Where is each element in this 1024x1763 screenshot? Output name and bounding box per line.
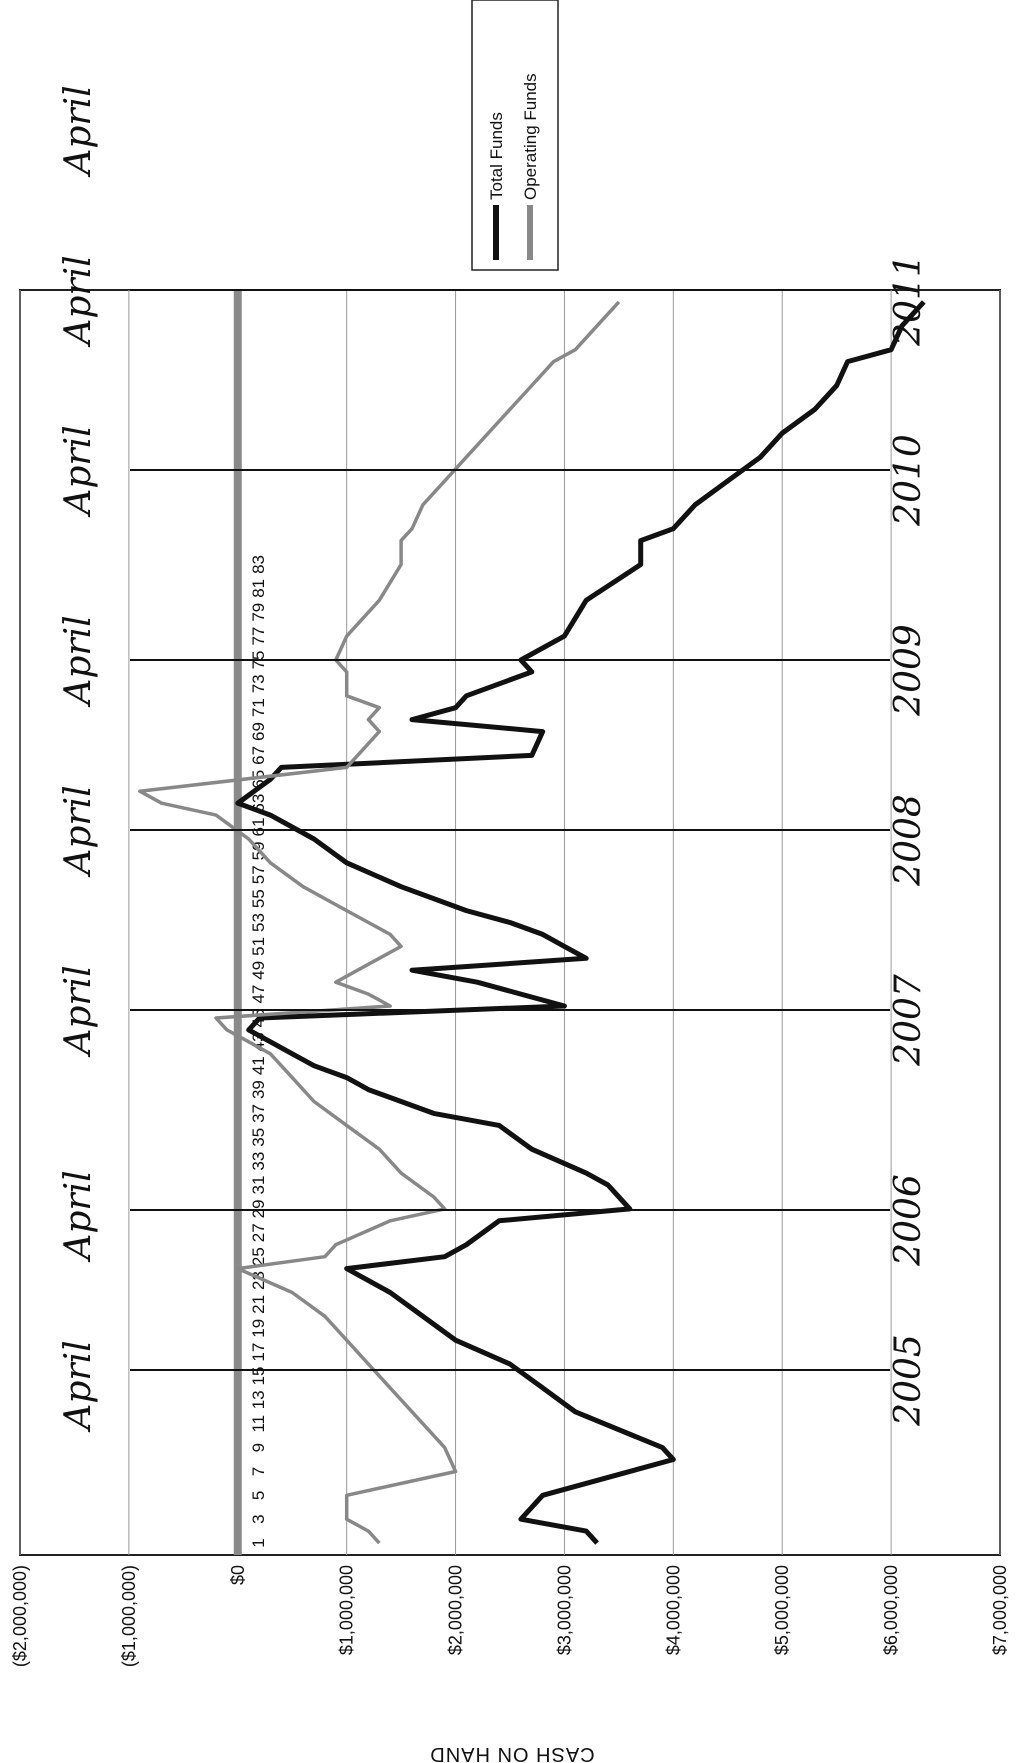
x-tick-label: 3 [249, 1514, 268, 1523]
x-tick-label: 13 [249, 1390, 268, 1409]
handwritten-year: 2011 [888, 254, 929, 347]
handwritten-april: April [58, 615, 99, 707]
x-tick-label: 39 [249, 1080, 268, 1099]
x-axis-ticks: 1357911131517192123252729313335373941434… [249, 555, 268, 1548]
y-tick-label: ($2,000,000) [10, 1565, 30, 1667]
x-tick-label: 21 [249, 1295, 268, 1314]
handwritten-april: April [58, 1340, 99, 1432]
x-tick-label: 53 [249, 913, 268, 932]
legend: Total Funds Operating Funds [471, 0, 559, 271]
x-tick-label: 9 [249, 1443, 268, 1452]
x-tick-label: 73 [249, 674, 268, 693]
y-tick-label: $1,000,000 [337, 1565, 357, 1655]
y-axis-ticks: $7,000,000 $6,000,000 $5,000,000 $4,000,000… [10, 1565, 1010, 1667]
legend-box [471, 0, 559, 271]
y-tick-label: $4,000,000 [663, 1565, 683, 1655]
x-tick-label: 49 [249, 961, 268, 980]
handwritten-year: 2007 [888, 974, 929, 1067]
y-axis-title: CASH ON HAND [429, 1743, 594, 1763]
x-tick-label: 29 [249, 1199, 268, 1218]
handwritten-april: April [58, 425, 99, 517]
handwritten-annotations: 2005 2006 2007 2008 2009 2010 2011 April April Ap… [58, 85, 929, 1432]
handwritten-april: April [58, 85, 99, 177]
x-tick-label: 41 [249, 1056, 268, 1075]
x-tick-label: 55 [249, 889, 268, 908]
handwritten-year: 2009 [888, 624, 929, 717]
x-tick-label: 19 [249, 1319, 268, 1338]
x-tick-label: 17 [249, 1343, 268, 1362]
handwritten-april: April [58, 255, 99, 347]
x-tick-label: 83 [249, 555, 268, 574]
y-tick-label: $7,000,000 [990, 1565, 1010, 1655]
x-tick-label: 1 [249, 1538, 268, 1547]
legend-label-total: Total Funds [487, 112, 506, 200]
x-tick-label: 81 [249, 579, 268, 598]
x-tick-label: 25 [249, 1247, 268, 1266]
x-tick-label: 57 [249, 865, 268, 884]
x-tick-label: 15 [249, 1367, 268, 1386]
handwritten-year: 2010 [888, 434, 929, 527]
x-tick-label: 71 [249, 698, 268, 717]
x-tick-label: 67 [249, 746, 268, 765]
x-tick-label: 11 [249, 1415, 268, 1433]
y-tick-label: $3,000,000 [554, 1565, 574, 1655]
x-tick-label: 35 [249, 1128, 268, 1147]
y-tick-label: ($1,000,000) [119, 1565, 139, 1667]
series-line-total-funds [235, 300, 926, 1545]
x-tick-label: 33 [249, 1152, 268, 1171]
handwritten-year: 2006 [888, 1174, 929, 1267]
x-tick-label: 7 [249, 1467, 268, 1476]
y-tick-label: $6,000,000 [881, 1565, 901, 1655]
x-tick-label: 69 [249, 722, 268, 741]
x-tick-label: 27 [249, 1223, 268, 1242]
y-tick-label: $5,000,000 [772, 1565, 792, 1655]
gridlines [19, 290, 1001, 1555]
handwritten-year: 2008 [888, 794, 929, 887]
y-tick-label: $2,000,000 [446, 1565, 466, 1655]
handwritten-year: 2005 [888, 1334, 929, 1427]
x-tick-label: 47 [249, 985, 268, 1004]
x-tick-label: 77 [249, 627, 268, 646]
x-tick-label: 51 [249, 937, 268, 956]
x-tick-label: 5 [249, 1491, 268, 1500]
series-lines [138, 300, 926, 1545]
handwritten-april: April [58, 1170, 99, 1262]
x-tick-label: 37 [249, 1104, 268, 1123]
y-tick-label: $0 [228, 1565, 248, 1585]
handwritten-april: April [58, 965, 99, 1057]
handwritten-april: April [58, 785, 99, 877]
series-line-operating-funds [138, 300, 621, 1545]
x-tick-label: 61 [249, 818, 268, 837]
x-tick-label: 79 [249, 603, 268, 622]
legend-label-operating: Operating Funds [521, 73, 540, 200]
x-tick-label: 31 [249, 1176, 268, 1195]
